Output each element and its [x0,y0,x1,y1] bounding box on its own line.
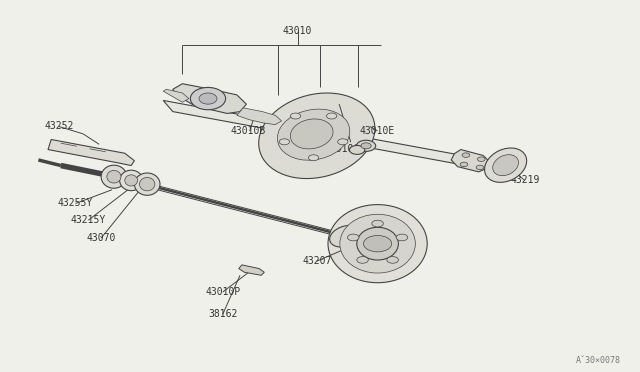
Text: 43070: 43070 [86,233,116,243]
Text: 40110A: 40110A [308,126,344,136]
Text: 43010E: 43010E [360,126,396,136]
Ellipse shape [199,93,217,104]
Circle shape [387,257,399,263]
Ellipse shape [340,214,415,273]
Text: 43215Y: 43215Y [70,215,106,225]
Circle shape [396,234,408,241]
Circle shape [361,143,371,149]
Ellipse shape [291,119,333,149]
Circle shape [462,153,470,157]
Text: Aˇ30×0078: Aˇ30×0078 [576,356,621,365]
Circle shape [372,220,383,227]
Polygon shape [173,84,246,113]
Circle shape [477,157,485,161]
Ellipse shape [140,177,155,191]
Circle shape [356,140,376,151]
Circle shape [460,162,468,167]
Circle shape [308,155,319,161]
Polygon shape [451,150,490,172]
Circle shape [349,145,365,154]
Text: 43255Y: 43255Y [58,199,93,208]
Text: 43207: 43207 [302,256,332,266]
Text: 43010: 43010 [283,26,312,35]
Ellipse shape [259,93,375,179]
Polygon shape [163,100,486,169]
Ellipse shape [277,109,350,160]
Text: 43219: 43219 [510,176,540,185]
Text: 43010B: 43010B [230,126,266,136]
Text: 38162: 38162 [208,310,237,319]
Circle shape [348,234,359,241]
Circle shape [476,165,484,170]
Ellipse shape [134,173,160,195]
Ellipse shape [330,225,362,247]
Circle shape [356,257,368,263]
Circle shape [338,139,348,145]
Ellipse shape [107,170,121,183]
Ellipse shape [191,87,226,110]
Ellipse shape [357,227,398,260]
Circle shape [291,113,301,119]
Circle shape [279,139,289,145]
Text: 43252: 43252 [44,122,74,131]
Circle shape [326,113,337,119]
Ellipse shape [120,170,143,190]
Ellipse shape [328,205,428,283]
Polygon shape [239,265,264,275]
Ellipse shape [484,148,527,182]
Ellipse shape [101,165,127,188]
Ellipse shape [493,155,518,176]
Polygon shape [48,140,134,166]
Polygon shape [163,89,189,102]
Text: 43010C: 43010C [324,144,360,154]
Ellipse shape [125,175,138,186]
Polygon shape [237,108,282,125]
Text: 43010P: 43010P [205,287,241,297]
Circle shape [364,235,392,252]
